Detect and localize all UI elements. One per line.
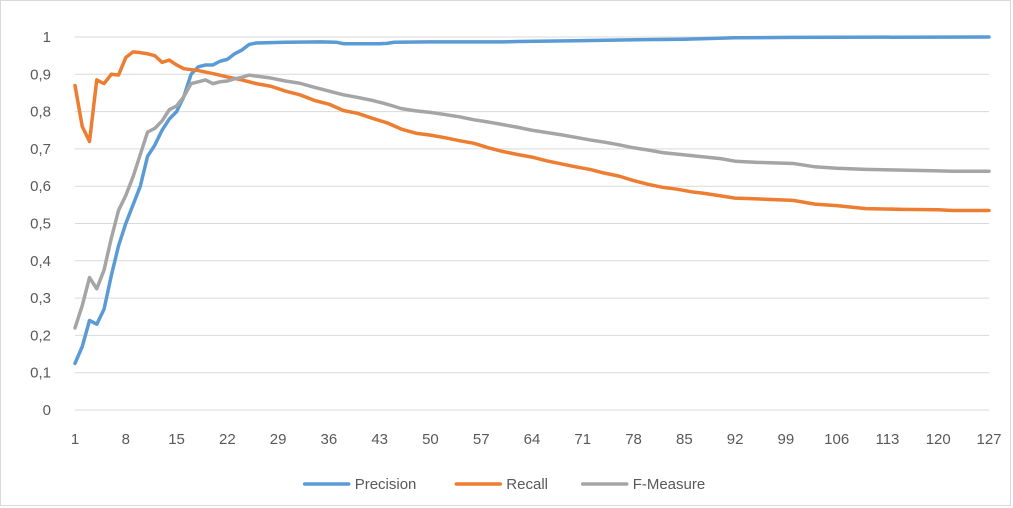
x-tick-label: 71 (574, 431, 591, 448)
x-tick-label: 85 (676, 431, 693, 448)
series-line-f-measure (73, 73, 991, 330)
y-tick-label: 0,4 (30, 253, 51, 270)
y-tick-label: 0,9 (30, 66, 51, 83)
x-tick-label: 50 (422, 431, 439, 448)
legend-label: Recall (506, 476, 548, 493)
legend-label: F-Measure (633, 476, 706, 493)
y-tick-label: 0,6 (30, 178, 51, 195)
x-tick-label: 43 (371, 431, 388, 448)
series-line-recall (73, 50, 991, 213)
y-axis-tick-labels: 0 0,1 0,2 0,3 0,4 0,5 0,6 0,7 0,8 0,9 1 (30, 29, 51, 419)
legend: Precision Recall F-Measure (302, 476, 706, 493)
x-tick-label: 1 (71, 431, 79, 448)
series-line-precision (73, 35, 991, 366)
x-tick-label: 29 (270, 431, 287, 448)
legend-label: Precision (355, 476, 417, 493)
y-tick-label: 0 (43, 402, 51, 419)
x-axis-tick-labels: 1 8 15 22 29 36 43 50 57 64 71 78 85 92 99 106 113 120 127 (71, 431, 1002, 448)
x-tick-label: 127 (976, 431, 1001, 448)
y-tick-label: 0,2 (30, 327, 51, 344)
y-tick-label: 0,5 (30, 216, 51, 233)
x-tick-label: 22 (219, 431, 236, 448)
y-tick-label: 0,7 (30, 141, 51, 158)
y-tick-label: 0,3 (30, 290, 51, 307)
x-tick-label: 120 (926, 431, 951, 448)
series-lines (73, 35, 991, 366)
gridlines (75, 36, 989, 411)
x-tick-label: 57 (473, 431, 490, 448)
x-tick-label: 113 (875, 431, 899, 448)
y-tick-label: 0,8 (30, 104, 51, 121)
x-tick-label: 15 (168, 431, 185, 448)
x-tick-label: 78 (625, 431, 642, 448)
x-tick-label: 106 (824, 431, 849, 448)
y-tick-label: 1 (43, 29, 51, 46)
x-tick-label: 92 (727, 431, 744, 448)
x-tick-label: 36 (321, 431, 338, 448)
x-tick-label: 8 (122, 431, 130, 448)
y-tick-label: 0,1 (30, 365, 51, 382)
x-tick-label: 99 (778, 431, 795, 448)
x-tick-label: 64 (524, 431, 541, 448)
